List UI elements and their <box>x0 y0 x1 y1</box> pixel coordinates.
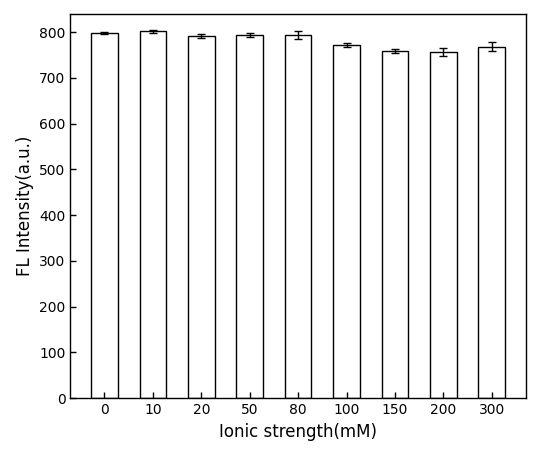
Bar <box>430 52 457 398</box>
Bar <box>285 35 312 398</box>
Bar <box>479 47 505 398</box>
Bar <box>333 45 360 398</box>
Bar <box>139 31 166 398</box>
Y-axis label: FL Intensity(a.u.): FL Intensity(a.u.) <box>16 136 34 276</box>
Bar <box>382 51 408 398</box>
Bar <box>188 36 215 398</box>
Bar <box>91 33 118 398</box>
X-axis label: Ionic strength(mM): Ionic strength(mM) <box>219 423 377 441</box>
Bar <box>236 35 263 398</box>
